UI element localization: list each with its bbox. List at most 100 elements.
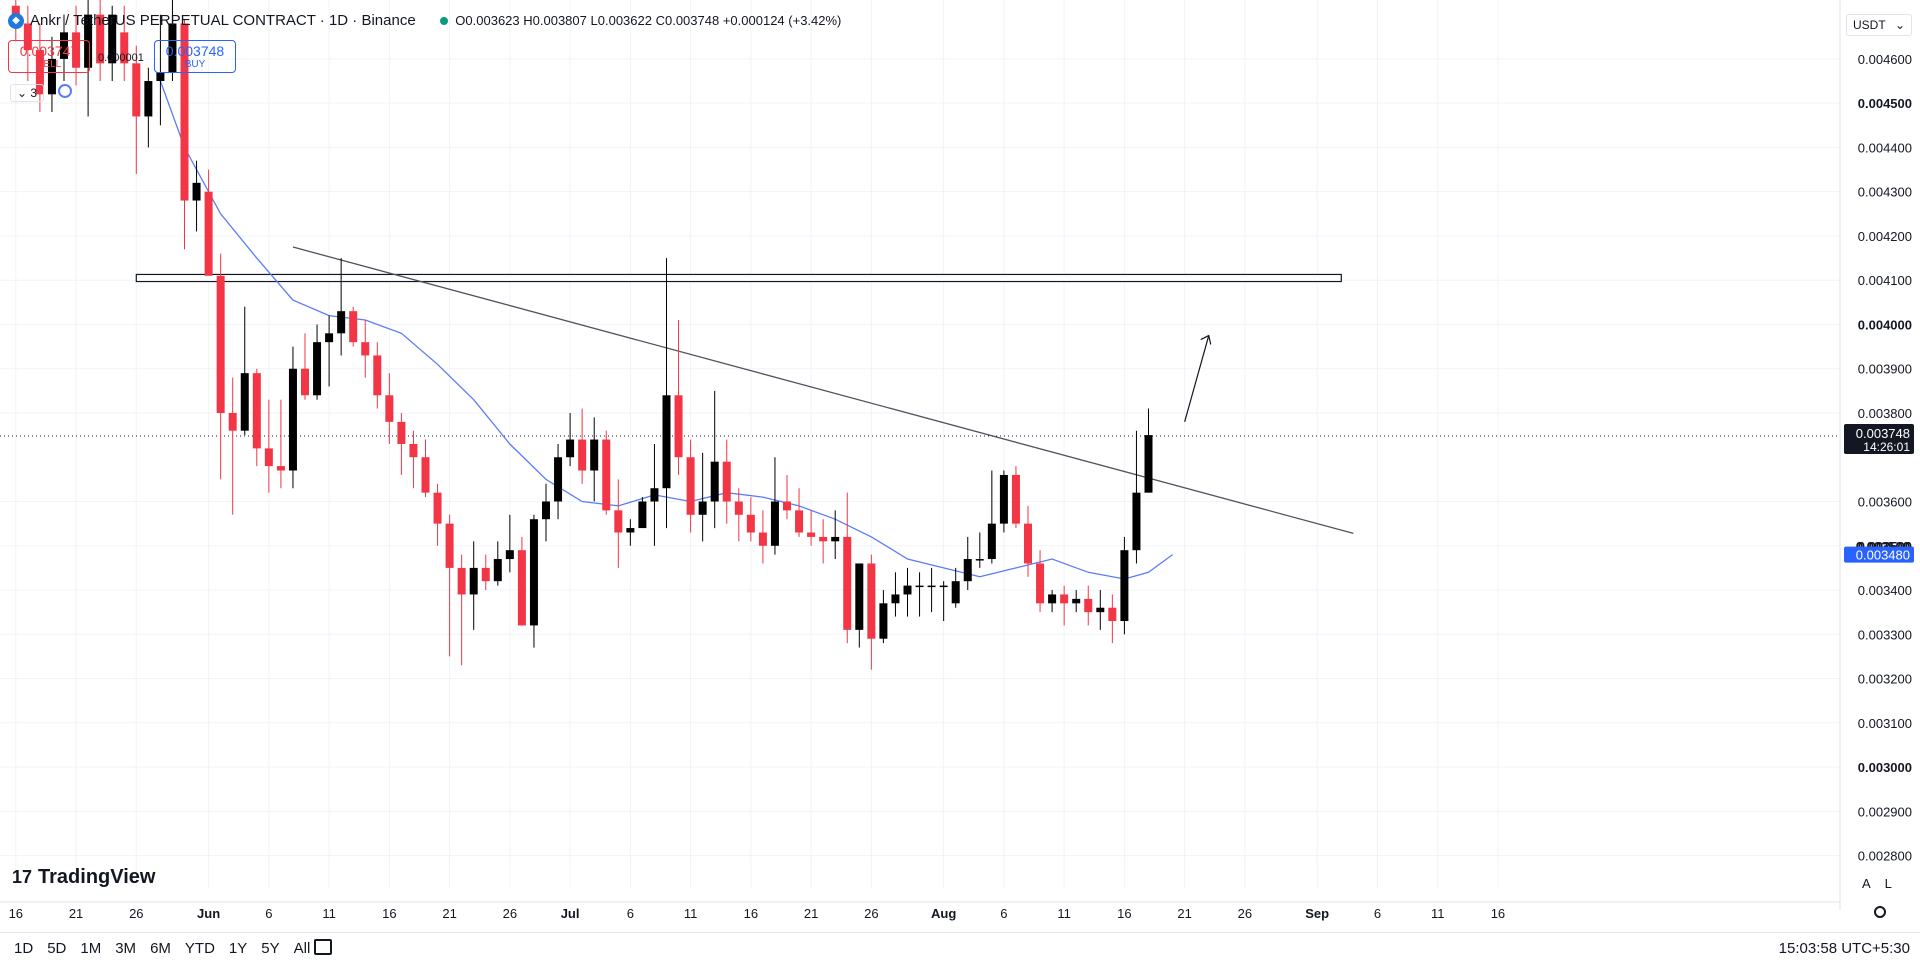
candle-body — [698, 501, 707, 515]
candle-body — [770, 501, 779, 546]
candle — [662, 258, 671, 529]
range-1m[interactable]: 1M — [80, 940, 102, 957]
candle-body — [999, 474, 1008, 524]
candle — [361, 320, 370, 378]
candle — [554, 443, 563, 520]
candle — [891, 572, 900, 617]
ma-price-label: 0.003480 — [1856, 548, 1910, 563]
candle-body — [132, 63, 141, 117]
candle — [445, 514, 454, 657]
candle-body — [240, 373, 249, 431]
candle-body — [373, 355, 382, 396]
candle-body — [626, 528, 635, 533]
tradingview-logo[interactable]: 17 TradingView — [12, 866, 155, 889]
currency-select[interactable]: USDT ⌄ — [1846, 14, 1912, 36]
candle — [96, 0, 105, 82]
time-tick-label: 26 — [1238, 906, 1252, 921]
refresh-icon[interactable] — [58, 84, 72, 98]
candle-body — [867, 563, 876, 639]
time-tick-label: Jul — [561, 906, 580, 921]
time-tick-label: 11 — [322, 906, 336, 921]
indicators-count: 3 — [30, 86, 38, 100]
ma-price-badge — [1844, 546, 1914, 563]
range-ytd[interactable]: YTD — [184, 940, 215, 957]
candle-body — [566, 439, 575, 458]
log-scale-button[interactable]: L — [1884, 876, 1892, 891]
price-tick-label: 0.003600 — [1858, 495, 1912, 510]
candle-body — [361, 342, 370, 356]
calendar-icon[interactable] — [314, 939, 332, 955]
indicators-toggle[interactable]: ⌄ 3 — [10, 84, 45, 102]
candle — [337, 258, 346, 356]
price-tick-label: 0.004200 — [1858, 229, 1912, 244]
candle — [867, 554, 876, 670]
candle — [698, 452, 707, 542]
time-tick-label: Aug — [931, 906, 956, 921]
moving-average-line — [159, 80, 1173, 580]
candle-body — [445, 523, 454, 568]
range-1d[interactable]: 1D — [14, 940, 34, 957]
range-5y[interactable]: 5Y — [261, 940, 280, 957]
time-tick-label: 6 — [265, 906, 272, 921]
range-all[interactable]: All — [293, 940, 311, 957]
candle-body — [614, 510, 623, 533]
candle-body — [783, 501, 791, 511]
candle-body — [120, 32, 129, 64]
sell-button[interactable]: 0.003747 SELL — [8, 40, 90, 73]
candle — [831, 510, 840, 560]
candle — [758, 510, 767, 564]
scale-buttons: A L — [1862, 876, 1892, 891]
candle-body — [734, 501, 743, 515]
candle — [204, 169, 213, 276]
price-tick-label: 0.003100 — [1858, 716, 1912, 731]
candle — [1108, 594, 1117, 644]
last-price-label: 0.003748 — [1856, 426, 1910, 441]
candle-body — [819, 536, 828, 542]
price-tick-label: 0.003900 — [1858, 362, 1912, 377]
range-3m[interactable]: 3M — [115, 940, 137, 957]
candle-body — [397, 421, 406, 444]
time-tick-label: 11 — [1057, 906, 1071, 921]
candle-body — [433, 492, 442, 524]
buy-button[interactable]: 0.003748 BUY — [154, 40, 236, 73]
candle-body — [1108, 607, 1117, 622]
candle — [529, 514, 538, 648]
price-tick-label: 0.003000 — [1858, 760, 1912, 775]
candle-body — [1048, 594, 1057, 604]
candle — [421, 439, 430, 498]
candle-body — [686, 457, 695, 515]
candle-body — [349, 311, 358, 343]
chevron-down-icon: ⌄ — [1894, 18, 1905, 32]
candle — [1024, 505, 1032, 577]
candle — [156, 14, 165, 126]
candle-body — [469, 567, 478, 595]
time-tick-label: 16 — [382, 906, 396, 921]
price-tick-label: 0.002800 — [1858, 849, 1912, 864]
sell-label: SELL — [36, 59, 62, 70]
candle — [746, 497, 755, 542]
range-1y[interactable]: 1Y — [228, 940, 248, 957]
range-5d[interactable]: 5D — [47, 940, 67, 957]
candle — [927, 567, 936, 613]
symbol-title[interactable]: Ankr / TetherUS PERPETUAL CONTRACT · 1D … — [30, 12, 416, 29]
clock[interactable]: 15:03:58 UTC+5:30 — [1778, 940, 1910, 957]
range-6m[interactable]: 6M — [150, 940, 171, 957]
price-tick-label: 0.004500 — [1858, 96, 1912, 111]
candle-body — [457, 567, 466, 595]
price-tick-label: 0.004300 — [1858, 185, 1912, 200]
price-tick-label: 0.004400 — [1858, 140, 1912, 155]
auto-scale-button[interactable]: A — [1862, 876, 1871, 891]
candle — [819, 519, 828, 564]
logo-text: TradingView — [38, 866, 156, 888]
candle — [915, 572, 924, 617]
candle-body — [180, 23, 189, 201]
candle-body — [1084, 598, 1093, 613]
candle — [397, 412, 406, 475]
candle-body — [517, 550, 526, 626]
candle — [734, 488, 743, 542]
candle — [469, 541, 478, 630]
candle — [650, 443, 659, 546]
settings-icon[interactable] — [1874, 906, 1886, 918]
candle — [60, 14, 68, 82]
